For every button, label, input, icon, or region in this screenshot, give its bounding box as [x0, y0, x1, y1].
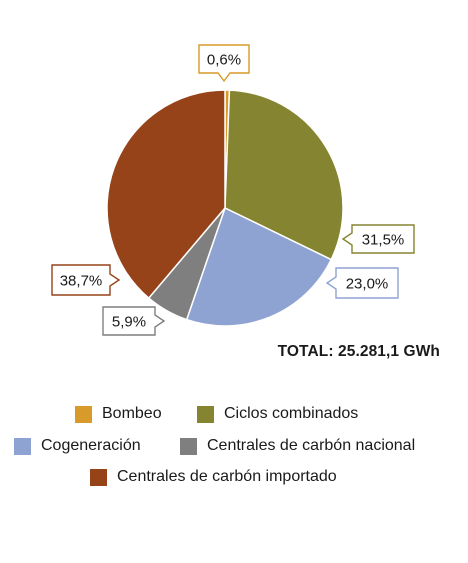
data-label-cogeneracion: 23,0% [325, 267, 399, 299]
total-label: TOTAL: 25.281,1 GWh [277, 343, 440, 360]
data-label-ciclos-combinados: 31,5% [341, 224, 415, 254]
pie-slice-ciclos-combinados [224, 89, 344, 261]
data-label-carbon-importado: 38,7% [51, 264, 121, 296]
data-label-box-bombeo [198, 44, 250, 83]
data-label-text-ciclos-combinados: 31,5% [362, 232, 405, 249]
data-label-box-carbon-importado [51, 264, 121, 296]
data-label-text-carbon-nacional: 5,9% [112, 314, 146, 331]
data-label-box-carbon-nacional [102, 306, 166, 336]
data-label-text-cogeneracion: 23,0% [346, 276, 389, 293]
data-label-box-cogeneracion [325, 267, 399, 299]
data-label-carbon-nacional: 5,9% [102, 306, 166, 336]
pie-slice-carbon-importado [106, 89, 226, 300]
data-label-bombeo: 0,6% [198, 44, 250, 83]
data-label-box-ciclos-combinados [341, 224, 415, 254]
data-label-text-bombeo: 0,6% [207, 52, 241, 69]
pie-slice-cogeneracion [185, 206, 333, 327]
data-label-text-carbon-importado: 38,7% [60, 273, 103, 290]
